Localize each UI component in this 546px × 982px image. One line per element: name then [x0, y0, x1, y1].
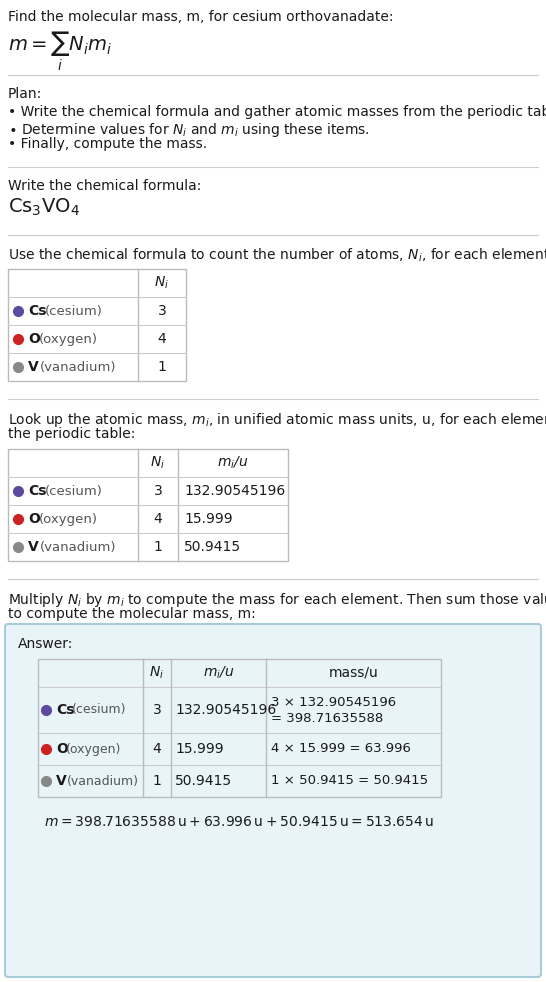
Text: 4: 4	[153, 512, 162, 526]
Text: to compute the molecular mass, m:: to compute the molecular mass, m:	[8, 607, 256, 621]
Text: (vanadium): (vanadium)	[67, 775, 139, 788]
Text: (cesium): (cesium)	[72, 703, 127, 717]
Text: (vanadium): (vanadium)	[40, 540, 116, 554]
Text: Answer:: Answer:	[18, 637, 73, 651]
Text: (vanadium): (vanadium)	[40, 360, 116, 373]
Text: (cesium): (cesium)	[45, 484, 103, 498]
Text: Cs: Cs	[28, 484, 46, 498]
Text: $\mathrm{Cs_3VO_4}$: $\mathrm{Cs_3VO_4}$	[8, 197, 80, 218]
Text: the periodic table:: the periodic table:	[8, 427, 135, 441]
Text: 1 × 50.9415 = 50.9415: 1 × 50.9415 = 50.9415	[271, 775, 428, 788]
Text: 3: 3	[158, 304, 167, 318]
Text: 1: 1	[158, 360, 167, 374]
Bar	[8, 269, 186, 381]
Text: 50.9415: 50.9415	[175, 774, 232, 788]
Text: (oxygen): (oxygen)	[66, 742, 121, 755]
Text: 4: 4	[158, 332, 167, 346]
Text: mass/u: mass/u	[329, 666, 378, 680]
Text: O: O	[28, 512, 40, 526]
Text: 1: 1	[153, 540, 163, 554]
FancyBboxPatch shape	[5, 624, 541, 977]
Text: $N_i$: $N_i$	[151, 455, 165, 471]
Text: 50.9415: 50.9415	[184, 540, 241, 554]
Text: (oxygen): (oxygen)	[39, 333, 98, 346]
Text: O: O	[56, 742, 68, 756]
Text: Multiply $N_i$ by $m_i$ to compute the mass for each element. Then sum those val: Multiply $N_i$ by $m_i$ to compute the m…	[8, 591, 546, 609]
Text: Look up the atomic mass, $m_i$, in unified atomic mass units, u, for each elemen: Look up the atomic mass, $m_i$, in unifi…	[8, 411, 546, 429]
Text: = 398.71635588: = 398.71635588	[271, 713, 383, 726]
Text: 1: 1	[152, 774, 162, 788]
Text: $N_i$: $N_i$	[150, 665, 164, 682]
Text: 132.90545196: 132.90545196	[175, 703, 276, 717]
Text: 15.999: 15.999	[184, 512, 233, 526]
Text: $N_i$: $N_i$	[155, 275, 169, 292]
Text: Find the molecular mass, m, for cesium orthovanadate:: Find the molecular mass, m, for cesium o…	[8, 10, 394, 24]
Text: $\bullet$ Determine values for $N_i$ and $m_i$ using these items.: $\bullet$ Determine values for $N_i$ and…	[8, 121, 370, 139]
Text: V: V	[28, 540, 39, 554]
Text: 4: 4	[153, 742, 162, 756]
Text: Use the chemical formula to count the number of atoms, $N_i$, for each element:: Use the chemical formula to count the nu…	[8, 247, 546, 264]
Text: • Write the chemical formula and gather atomic masses from the periodic table.: • Write the chemical formula and gather …	[8, 105, 546, 119]
Text: 3 × 132.90545196: 3 × 132.90545196	[271, 695, 396, 708]
Text: 4 × 15.999 = 63.996: 4 × 15.999 = 63.996	[271, 742, 411, 755]
Bar	[8, 449, 288, 561]
Text: $m = 398.71635588\,\mathrm{u} + 63.996\,\mathrm{u} + 50.9415\,\mathrm{u} = 513.6: $m = 398.71635588\,\mathrm{u} + 63.996\,…	[44, 815, 435, 829]
Bar	[38, 659, 441, 797]
Text: 132.90545196: 132.90545196	[184, 484, 285, 498]
Text: Write the chemical formula:: Write the chemical formula:	[8, 179, 201, 193]
Text: $m_i$/u: $m_i$/u	[217, 455, 249, 471]
Text: Cs: Cs	[56, 703, 74, 717]
Text: 3: 3	[153, 703, 162, 717]
Text: Cs: Cs	[28, 304, 46, 318]
Text: 15.999: 15.999	[175, 742, 224, 756]
Text: (cesium): (cesium)	[45, 304, 103, 317]
Text: $m_i$/u: $m_i$/u	[203, 665, 234, 682]
Text: Plan:: Plan:	[8, 87, 42, 101]
Text: O: O	[28, 332, 40, 346]
Text: V: V	[28, 360, 39, 374]
Text: • Finally, compute the mass.: • Finally, compute the mass.	[8, 137, 207, 151]
Text: V: V	[56, 774, 67, 788]
Text: $m = \sum_i N_i m_i$: $m = \sum_i N_i m_i$	[8, 30, 112, 73]
Text: 3: 3	[153, 484, 162, 498]
Text: (oxygen): (oxygen)	[39, 513, 98, 525]
